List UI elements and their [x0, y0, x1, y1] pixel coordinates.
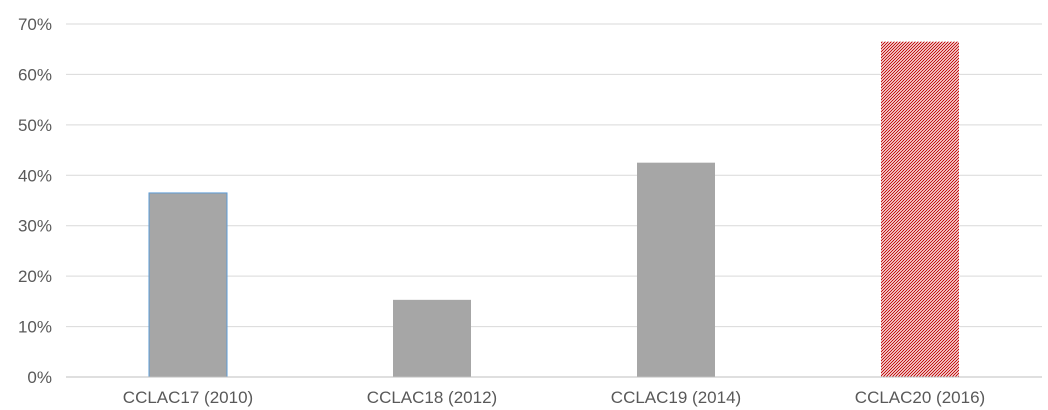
- y-tick-label: 30%: [18, 217, 52, 236]
- y-tick-label: 70%: [18, 15, 52, 34]
- y-tick-label: 50%: [18, 116, 52, 135]
- gridlines: [66, 23, 1042, 328]
- x-tick-label: CCLAC19 (2014): [611, 388, 741, 407]
- bar-3: [637, 162, 715, 377]
- y-tick-label: 60%: [18, 65, 52, 84]
- x-tick-label: CCLAC18 (2012): [367, 388, 497, 407]
- bars: [148, 41, 959, 378]
- y-tick-label: 40%: [18, 166, 52, 185]
- y-tick-label: 20%: [18, 267, 52, 286]
- x-axis: CCLAC17 (2010) CCLAC18 (2012) CCLAC19 (201…: [123, 388, 985, 407]
- y-tick-label: 10%: [18, 318, 52, 337]
- x-tick-label: CCLAC20 (2016): [855, 388, 985, 407]
- y-tick-label: 0%: [27, 368, 52, 387]
- bar-1: [148, 192, 228, 378]
- y-axis: 0% 10% 20% 30% 40% 50% 60% 70%: [18, 15, 52, 387]
- bar-2: [393, 299, 471, 377]
- x-tick-label: CCLAC17 (2010): [123, 388, 253, 407]
- bar-4: [881, 41, 959, 378]
